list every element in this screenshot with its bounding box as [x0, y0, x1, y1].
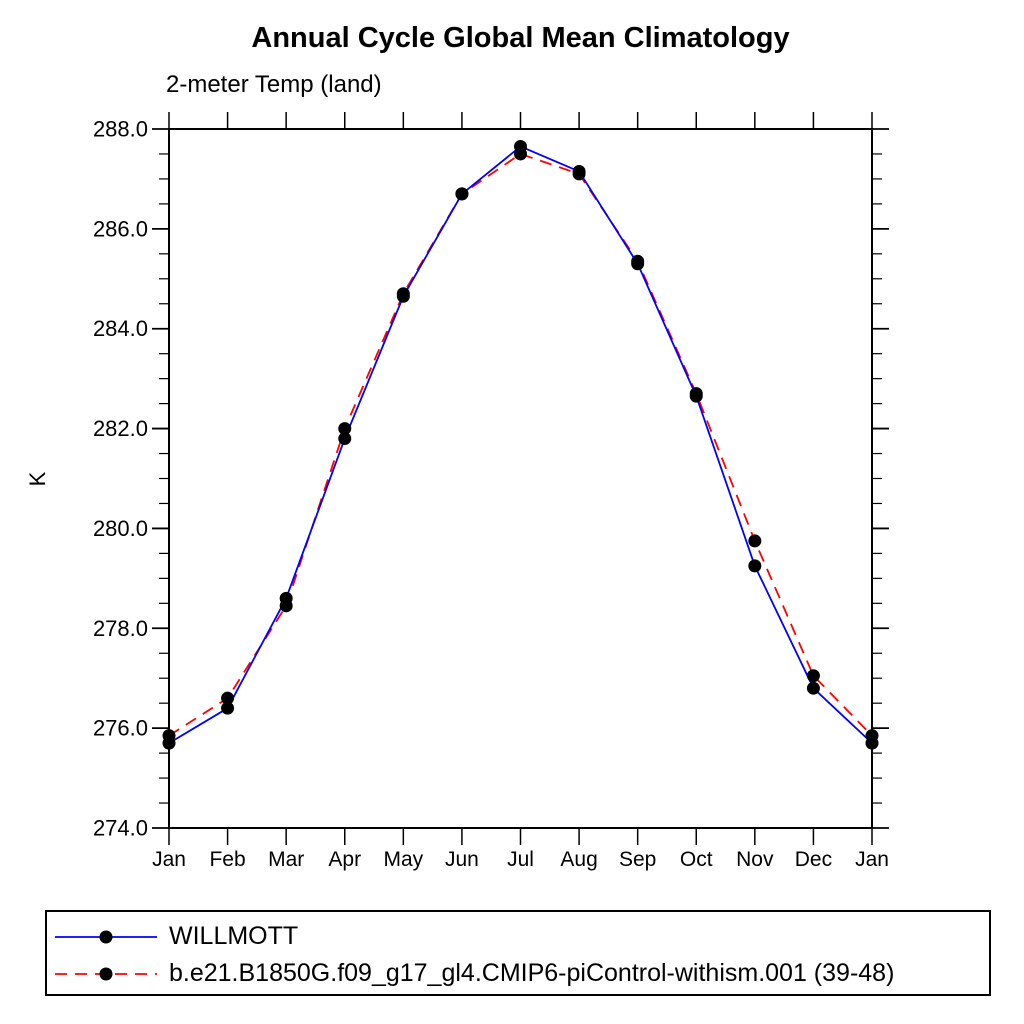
- chart-subtitle: 2-meter Temp (land): [166, 71, 382, 98]
- legend-item: b.e21.B1850G.f09_g17_gl4.CMIP6-piControl…: [47, 955, 989, 992]
- data-point-marker: [338, 422, 352, 436]
- y-tick-label: 288.0: [93, 117, 148, 142]
- data-point-marker: [221, 701, 235, 715]
- x-tick-label: Oct: [680, 848, 713, 871]
- data-point-marker: [806, 669, 820, 683]
- y-tick-label: 286.0: [93, 216, 148, 241]
- data-point-marker: [865, 729, 879, 743]
- y-tick-label: 282.0: [93, 416, 148, 441]
- data-point-marker: [806, 681, 820, 695]
- x-tick-label: Jul: [507, 848, 534, 871]
- legend-item: WILLMOTT: [47, 918, 989, 955]
- x-tick-label: Jun: [445, 848, 479, 871]
- data-point-marker: [748, 534, 762, 548]
- y-tick-label: 280.0: [93, 516, 148, 541]
- plot-frame: [168, 128, 873, 829]
- series-line-willmott: [168, 145, 873, 744]
- legend: WILLMOTT b.e21.B1850G.f09_g17_gl4.CMIP6-…: [45, 910, 991, 996]
- legend-marker-dot: [99, 967, 113, 980]
- legend-label: WILLMOTT: [169, 922, 299, 950]
- data-point-marker: [748, 559, 762, 573]
- data-point-marker: [338, 432, 352, 446]
- data-point-marker: [455, 187, 469, 201]
- data-point-marker: [221, 691, 235, 705]
- legend-line-sample-model: [55, 967, 157, 980]
- y-tick-label: 278.0: [93, 616, 148, 641]
- y-tick-label: 276.0: [93, 716, 148, 741]
- data-point-marker: [279, 599, 293, 613]
- x-tick-label: Sep: [619, 848, 656, 871]
- data-point-marker: [162, 729, 176, 743]
- x-tick-label: Feb: [209, 848, 245, 871]
- data-point-marker: [631, 254, 645, 268]
- x-tick-label: Aug: [560, 848, 597, 871]
- legend-marker-dot: [99, 930, 113, 943]
- data-point-marker: [572, 167, 586, 181]
- x-tick-label: Dec: [795, 848, 832, 871]
- legend-line-sample-willmott: [55, 930, 157, 943]
- x-tick-label: Mar: [268, 848, 304, 871]
- y-tick-label: 284.0: [93, 316, 148, 341]
- data-point-marker: [396, 287, 410, 301]
- series-line-model: [168, 152, 873, 737]
- y-tick-label: 274.0: [93, 816, 148, 841]
- x-tick-label: May: [383, 848, 423, 871]
- x-tick-label: Jan: [152, 848, 186, 871]
- data-point-marker: [689, 387, 703, 401]
- data-point-marker: [514, 147, 527, 161]
- x-tick-label: Apr: [328, 848, 361, 871]
- chart-title: Annual Cycle Global Mean Climatology: [251, 22, 790, 54]
- x-tick-label: Jan: [855, 848, 889, 871]
- x-tick-label: Nov: [736, 848, 774, 871]
- legend-label: b.e21.B1850G.f09_g17_gl4.CMIP6-piControl…: [169, 959, 895, 987]
